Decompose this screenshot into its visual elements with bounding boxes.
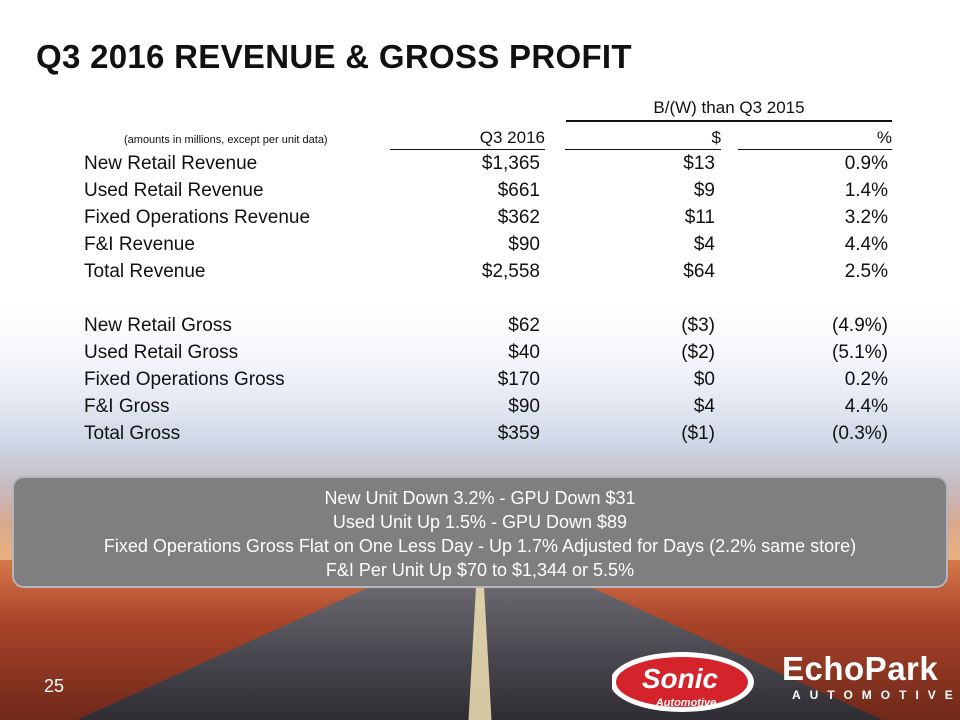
- cell-q3-2016: $40: [508, 342, 540, 363]
- sonic-logo-sub: Automotive: [655, 697, 717, 709]
- table-row: Fixed Operations Gross $170 $0 0.2%: [0, 369, 960, 396]
- cell-change-dollar: $4: [693, 234, 715, 255]
- units-note: (amounts in millions, except per unit da…: [124, 134, 328, 146]
- table-row: New Retail Gross $62 ($3) (4.9%): [0, 315, 960, 342]
- cell-change-pct: 4.4%: [844, 234, 888, 255]
- cell-change-dollar: ($3): [681, 315, 715, 336]
- echopark-logo-word: EchoPark: [782, 650, 939, 687]
- cell-change-dollar: $9: [693, 180, 715, 201]
- row-label: Used Retail Gross: [84, 342, 239, 363]
- cell-change-dollar: $64: [683, 261, 715, 282]
- cell-change-pct: (0.3%): [832, 423, 888, 444]
- cell-q3-2016: $90: [508, 396, 540, 417]
- table-row: Used Retail Revenue $661 $9 1.4%: [0, 180, 960, 207]
- cell-change-pct: 1.4%: [844, 180, 888, 201]
- cell-q3-2016: $90: [508, 234, 540, 255]
- callout-line-new-unit: New Unit Down 3.2% - GPU Down $31: [324, 488, 636, 508]
- column-header-q3-2016: Q3 2016: [390, 128, 545, 150]
- cell-change-pct: (5.1%): [832, 342, 888, 363]
- row-label: New Retail Gross: [84, 315, 232, 336]
- row-label: Used Retail Revenue: [84, 180, 264, 201]
- callout-line-fixed-ops: Fixed Operations Gross Flat on One Less …: [103, 536, 857, 556]
- row-label: Total Gross: [84, 423, 181, 444]
- cell-q3-2016: $2,558: [481, 261, 540, 282]
- cell-change-dollar: ($1): [681, 423, 715, 444]
- row-label: Fixed Operations Gross: [84, 369, 285, 390]
- table-row: Used Retail Gross $40 ($2) (5.1%): [0, 342, 960, 369]
- comparison-group-header: B/(W) than Q3 2015: [566, 98, 892, 122]
- cell-change-dollar: $11: [684, 207, 715, 228]
- cell-q3-2016: $62: [508, 315, 540, 336]
- sonic-logo-word: Sonic: [642, 663, 719, 694]
- cell-q3-2016: $170: [497, 369, 540, 390]
- cell-change-pct: 2.5%: [844, 261, 888, 282]
- table-row: Fixed Operations Revenue $362 $11 3.2%: [0, 207, 960, 234]
- row-label: Total Revenue: [84, 261, 206, 282]
- cell-change-pct: 0.9%: [844, 153, 888, 174]
- table-row: New Retail Revenue $1,365 $13 0.9%: [0, 153, 960, 180]
- slide-title: Q3 2016 REVENUE & GROSS PROFIT: [36, 38, 632, 75]
- callout-line-used-unit: Used Unit Up 1.5% - GPU Down $89: [332, 512, 628, 532]
- table-row: Total Gross $359 ($1) (0.3%): [0, 423, 960, 450]
- cell-change-dollar: $4: [693, 396, 715, 417]
- cell-change-pct: 3.2%: [844, 207, 888, 228]
- revenue-gross-table: B/(W) than Q3 2015 (amounts in millions,…: [0, 98, 960, 450]
- cell-change-dollar: $0: [693, 369, 715, 390]
- row-label: New Retail Revenue: [84, 153, 258, 174]
- cell-change-dollar: $13: [683, 153, 715, 174]
- highlights-callout-box: New Unit Down 3.2% - GPU Down $31 Used U…: [12, 476, 948, 588]
- row-label: F&I Gross: [84, 396, 170, 417]
- cell-change-pct: (4.9%): [832, 315, 888, 336]
- table-row: F&I Revenue $90 $4 4.4%: [0, 234, 960, 261]
- cell-change-dollar: ($2): [681, 342, 715, 363]
- row-label: Fixed Operations Revenue: [84, 207, 311, 228]
- cell-change-pct: 4.4%: [844, 396, 888, 417]
- cell-q3-2016: $362: [497, 207, 540, 228]
- cell-q3-2016: $359: [497, 423, 540, 444]
- callout-line-fi-per-unit: F&I Per Unit Up $70 to $1,344 or 5.5%: [325, 560, 635, 580]
- table-row: Total Revenue $2,558 $64 2.5%: [0, 261, 960, 288]
- cell-change-pct: 0.2%: [844, 369, 888, 390]
- cell-q3-2016: $1,365: [481, 153, 540, 174]
- echopark-logo-sub: AUTOMOTIVE: [792, 688, 960, 702]
- column-header-change-dollar: $: [565, 128, 721, 150]
- column-header-change-pct: %: [738, 128, 892, 150]
- row-label: F&I Revenue: [84, 234, 195, 255]
- echopark-automotive-logo: EchoPark AUTOMOTIVE: [782, 650, 953, 706]
- sonic-automotive-logo: Sonic Automotive: [612, 652, 754, 712]
- cell-q3-2016: $661: [497, 180, 540, 201]
- page-number: 25: [44, 676, 65, 696]
- table-row: F&I Gross $90 $4 4.4%: [0, 396, 960, 423]
